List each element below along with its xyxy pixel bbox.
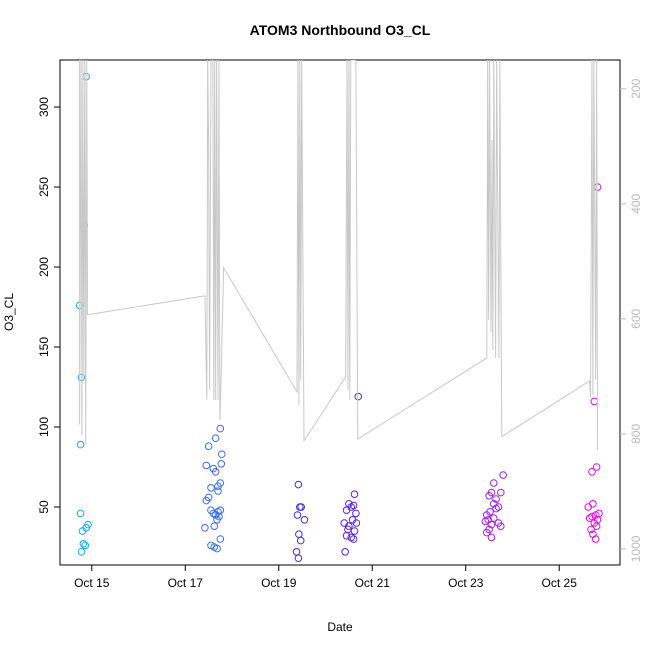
point xyxy=(81,541,90,550)
y-tick-label: 50 xyxy=(37,500,51,514)
point xyxy=(342,532,351,540)
point xyxy=(487,520,496,529)
y-tick-label: 300 xyxy=(37,97,51,117)
y-tick-label: 100 xyxy=(37,417,51,437)
point xyxy=(207,484,215,492)
point xyxy=(213,544,221,553)
plot-area xyxy=(75,60,603,563)
point xyxy=(202,496,211,505)
point xyxy=(592,463,601,471)
point xyxy=(591,511,600,519)
point xyxy=(589,500,597,508)
point xyxy=(293,511,302,519)
point xyxy=(211,468,220,476)
point xyxy=(295,530,303,539)
point xyxy=(487,533,496,542)
x-axis-label: Date xyxy=(327,620,353,634)
point xyxy=(294,554,303,563)
y2-tick-label: 800 xyxy=(629,424,643,444)
point xyxy=(481,517,490,526)
point xyxy=(345,522,353,531)
point xyxy=(217,460,226,468)
x-tick-label: Oct 21 xyxy=(355,576,391,590)
point xyxy=(211,434,220,443)
point xyxy=(590,397,599,406)
x-tick-label: Oct 19 xyxy=(261,576,297,590)
point xyxy=(354,392,363,401)
point xyxy=(347,533,356,542)
point xyxy=(350,490,359,499)
point xyxy=(204,442,213,451)
point xyxy=(300,516,309,524)
point xyxy=(210,522,219,531)
line xyxy=(79,60,599,450)
y-axis-label: O3_CL xyxy=(2,293,16,331)
point xyxy=(593,183,602,191)
point xyxy=(294,480,303,489)
point xyxy=(209,509,218,518)
point xyxy=(213,516,221,524)
y2-tick-label: 200 xyxy=(629,78,643,98)
point xyxy=(352,519,361,527)
point xyxy=(214,487,222,495)
point xyxy=(494,503,503,511)
x-tick-label: Oct 17 xyxy=(168,576,204,590)
point xyxy=(217,450,226,459)
point xyxy=(587,525,595,534)
point xyxy=(489,479,498,487)
point xyxy=(76,509,85,518)
point xyxy=(584,503,593,511)
x-tick-label: Oct 15 xyxy=(74,576,110,590)
point xyxy=(497,522,505,531)
point xyxy=(485,492,493,500)
point xyxy=(489,514,498,523)
point xyxy=(585,514,594,523)
point xyxy=(592,522,601,531)
point xyxy=(297,503,306,511)
point xyxy=(340,519,349,527)
point xyxy=(79,540,88,548)
point xyxy=(497,488,505,497)
point xyxy=(349,535,358,543)
point xyxy=(342,506,351,515)
point xyxy=(296,536,305,545)
plot-frame xyxy=(59,59,621,566)
point xyxy=(588,512,596,521)
point xyxy=(492,495,500,503)
point xyxy=(292,548,301,556)
x-tick-label: Oct 23 xyxy=(448,576,484,590)
point xyxy=(482,528,491,537)
point xyxy=(214,482,222,491)
x-tick-label: Oct 25 xyxy=(542,576,578,590)
point xyxy=(591,535,600,543)
y-tick-label: 150 xyxy=(37,337,51,357)
point xyxy=(216,535,225,543)
point xyxy=(76,440,85,449)
point xyxy=(202,461,211,470)
y2-tick-label: 1000 xyxy=(629,535,643,562)
point xyxy=(77,548,86,556)
point xyxy=(349,501,358,510)
chart-title: ATOM3 Northbound O3_CL xyxy=(250,22,431,38)
point xyxy=(341,548,349,556)
y-tick-label: 200 xyxy=(37,257,51,277)
point xyxy=(216,424,225,433)
y2-tick-label: 600 xyxy=(629,308,643,328)
point xyxy=(352,509,360,518)
point xyxy=(78,527,87,535)
point xyxy=(499,471,507,479)
point xyxy=(201,524,209,532)
y2-tick-label: 400 xyxy=(629,193,643,213)
point xyxy=(350,527,359,535)
point xyxy=(492,504,500,513)
point xyxy=(588,468,596,476)
y-tick-label: 250 xyxy=(37,177,51,197)
